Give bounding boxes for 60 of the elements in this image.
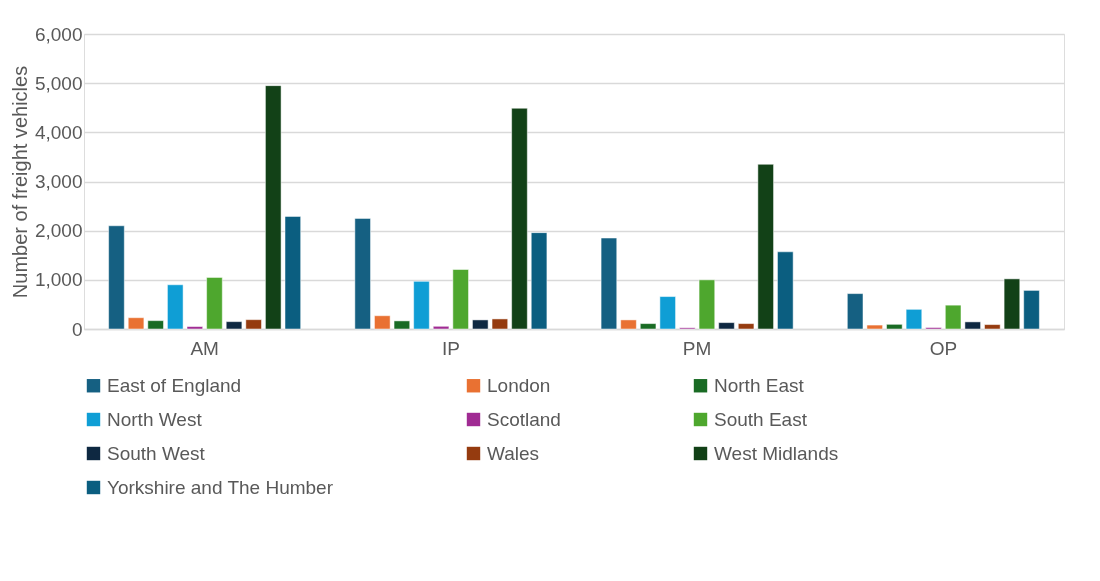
bar <box>866 324 883 330</box>
bar <box>433 326 450 330</box>
bar <box>640 323 657 330</box>
bar <box>108 225 125 330</box>
bar <box>886 324 903 330</box>
bar <box>354 218 371 330</box>
bar <box>777 251 794 330</box>
bar <box>1023 290 1040 330</box>
bar <box>167 284 184 330</box>
bar <box>413 281 430 330</box>
legend-label: West Midlands <box>714 442 839 464</box>
bar <box>698 279 715 330</box>
bar <box>945 304 962 330</box>
y-tick-label: 4,000 <box>34 121 83 143</box>
y-tick-label: 5,000 <box>34 72 83 94</box>
bar <box>472 319 489 330</box>
legend-label: Wales <box>487 442 540 464</box>
bar <box>225 321 243 330</box>
x-tick-label: PM <box>682 337 712 359</box>
bar <box>600 237 618 330</box>
y-tick-label: 2,000 <box>34 220 83 242</box>
bar <box>718 322 735 330</box>
bar <box>206 277 223 330</box>
bar <box>127 317 145 330</box>
legend-label: East of England <box>107 374 242 396</box>
bar <box>265 85 282 330</box>
legend-label: North East <box>714 374 805 396</box>
legend-label: South East <box>714 408 808 430</box>
y-axis-title: Number of freight vehicles <box>8 65 31 299</box>
legend-label: North West <box>107 408 203 430</box>
x-tick-label: AM <box>190 337 219 359</box>
legend-label: Yorkshire and The Humber <box>107 476 334 498</box>
bar <box>659 296 676 330</box>
y-tick-label: 6,000 <box>34 23 83 45</box>
bar <box>905 309 923 330</box>
y-tick-label: 3,000 <box>34 171 83 192</box>
bar <box>393 320 410 330</box>
bar <box>620 319 637 330</box>
bar <box>738 323 755 330</box>
bar <box>452 269 469 330</box>
bar <box>186 326 203 330</box>
bar <box>847 293 864 330</box>
bar <box>530 232 548 330</box>
bar <box>491 318 508 330</box>
legend-label: Scotland <box>487 408 561 430</box>
legend-label: South West <box>107 442 206 464</box>
bar <box>374 315 391 330</box>
bar <box>284 216 301 330</box>
bar <box>245 319 262 330</box>
bar <box>757 164 774 330</box>
bar <box>511 107 528 330</box>
bar <box>984 324 1001 330</box>
bar <box>1003 278 1021 330</box>
y-tick-label: 1,000 <box>34 269 83 291</box>
x-tick-label: IP <box>441 337 460 359</box>
x-tick-label: OP <box>929 337 958 359</box>
legend-label: London <box>487 374 551 396</box>
bar <box>964 321 981 330</box>
bar <box>147 320 164 330</box>
y-tick-label: 0 <box>71 318 83 340</box>
